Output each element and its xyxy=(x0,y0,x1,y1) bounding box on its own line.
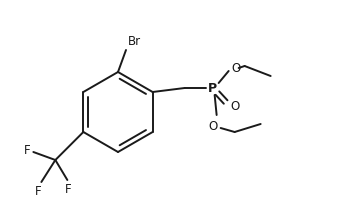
Text: P: P xyxy=(208,82,217,94)
Text: O: O xyxy=(232,61,241,74)
Text: F: F xyxy=(24,143,30,156)
Text: Br: Br xyxy=(128,35,141,48)
Text: F: F xyxy=(65,183,72,196)
Text: F: F xyxy=(35,185,42,198)
Text: O: O xyxy=(231,100,240,112)
Text: O: O xyxy=(208,120,217,133)
